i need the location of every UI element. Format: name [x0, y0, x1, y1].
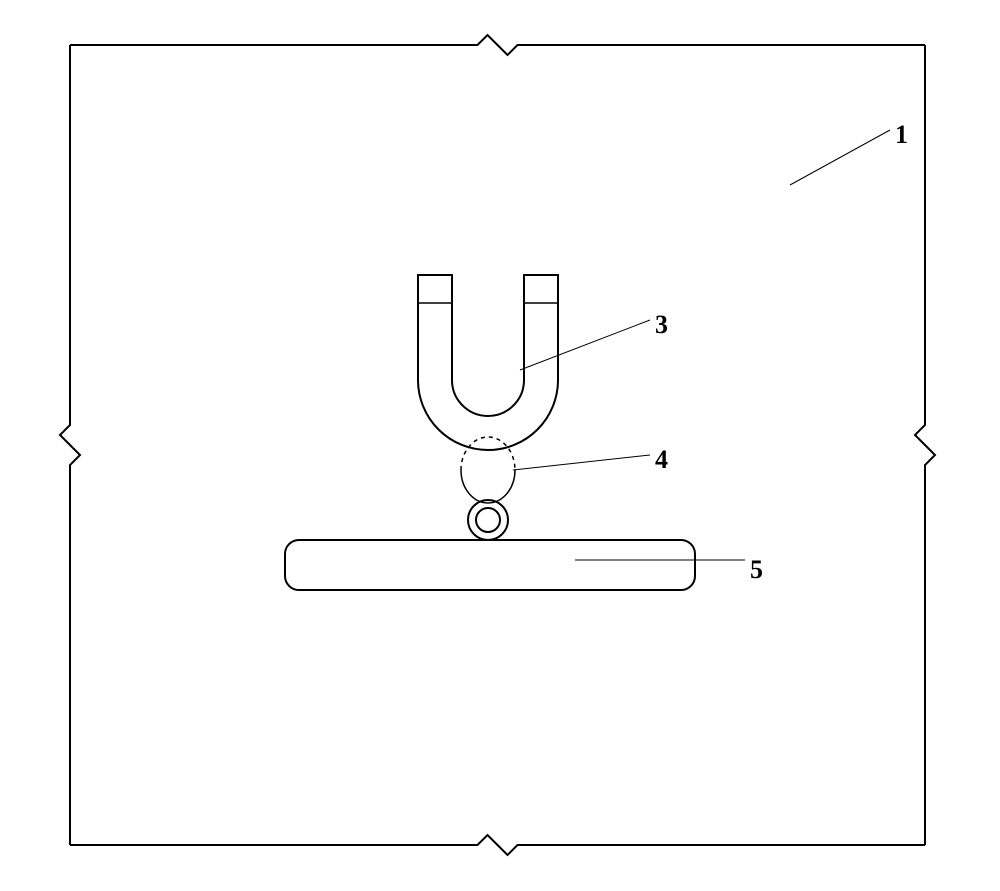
diagram-canvas: 1 3 4 5 [0, 0, 1000, 891]
magnet-body [418, 275, 558, 450]
label-1: 1 [895, 120, 908, 150]
label-5: 5 [750, 555, 763, 585]
frame-right [915, 45, 935, 845]
ring-inner [476, 508, 500, 532]
plate [285, 540, 695, 590]
diagram-svg [0, 0, 1000, 891]
connector-oval-front [461, 470, 515, 503]
frame-left [60, 45, 80, 845]
label-3: 3 [655, 310, 668, 340]
label-4: 4 [655, 445, 668, 475]
leader-l4 [513, 455, 650, 470]
frame-bottom [70, 835, 925, 855]
leader-l1 [790, 130, 890, 185]
frame-top [70, 35, 925, 55]
